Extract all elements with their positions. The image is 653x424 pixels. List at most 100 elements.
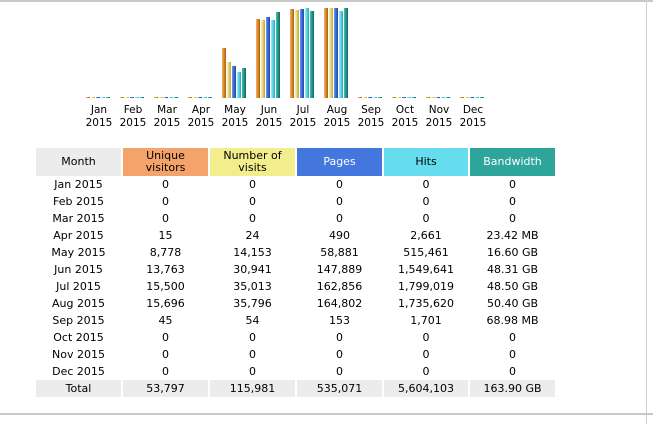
- table-row: Jul 2015 15,500 35,013 162,856 1,799,019 48.5…: [36, 278, 555, 295]
- cell-month: Apr 2015: [53, 229, 104, 242]
- cell-hits: 0: [422, 195, 430, 208]
- bar-may-2015-s1: [227, 62, 231, 98]
- cell-month: Jan 2015: [54, 178, 103, 191]
- cell-pages: 58,881: [320, 246, 359, 259]
- cell-month: Jun 2015: [54, 263, 103, 276]
- month-year: 2015: [391, 117, 419, 129]
- cell-hits: 1,549,641: [398, 263, 454, 276]
- total-visits: 115,981: [210, 380, 295, 397]
- cell-visits: 0: [249, 195, 256, 208]
- bar-may-2015-s2: [232, 66, 236, 98]
- cell-bandwidth: 48.50 GB: [486, 280, 539, 293]
- bar-oct-2015-s1: [397, 97, 401, 98]
- bar-jan-2015-s1: [91, 97, 95, 98]
- month-year: 2015: [289, 117, 317, 129]
- bar-feb-2015-s0: [120, 97, 124, 98]
- bar-oct-2015-s2: [402, 97, 406, 98]
- bar-jun-2015-s3: [271, 20, 275, 98]
- cell-hits: 0: [422, 212, 430, 225]
- monthly-history-chart: [86, 8, 484, 98]
- month-name: Dec: [462, 104, 484, 116]
- bar-jul-2015-s1: [295, 10, 299, 98]
- month-year: 2015: [255, 117, 283, 129]
- cell-visits: 54: [245, 314, 260, 327]
- month-year: 2015: [85, 117, 113, 129]
- bar-nov-2015-s2: [436, 97, 440, 98]
- bar-aug-2015-s3: [339, 11, 343, 98]
- table-header-row: Month Unique visitors Number of visits P…: [36, 148, 555, 176]
- bar-feb-2015-s2: [130, 97, 134, 98]
- total-pages: 535,071: [297, 380, 382, 397]
- table-body: Jan 2015 0 0 0 0 0 Feb 2015 0 0 0 0 0 Mar 2015 0 0 0 0 0 A…: [36, 176, 555, 380]
- bar-jan-2015-s3: [101, 97, 105, 98]
- total-hits: 5,604,103: [384, 380, 468, 397]
- cell-bandwidth: 68.98 MB: [486, 314, 539, 327]
- chart-month-label: Nov 2015: [422, 104, 456, 130]
- bar-apr-2015-s3: [203, 97, 207, 98]
- bar-dec-2015-s1: [465, 97, 469, 98]
- cell-bandwidth: 0: [509, 178, 516, 191]
- chart-month-label: Apr 2015: [184, 104, 218, 130]
- cell-unique-visitors: 15,696: [146, 297, 185, 310]
- cell-visits: 24: [245, 229, 260, 242]
- bar-mar-2015-s1: [159, 97, 163, 98]
- bar-feb-2015-s3: [135, 97, 139, 98]
- cell-pages: 0: [336, 212, 343, 225]
- cell-bandwidth: 0: [509, 212, 516, 225]
- table-row: Oct 2015 0 0 0 0 0: [36, 329, 555, 346]
- bar-feb-2015-s1: [125, 97, 129, 98]
- bar-jun-2015-s0: [256, 19, 260, 98]
- chart-month-label: Aug 2015: [320, 104, 354, 130]
- month-name: Sep: [361, 104, 381, 116]
- cell-hits: 0: [422, 331, 430, 344]
- bar-dec-2015-s0: [460, 97, 464, 98]
- bar-nov-2015-s3: [441, 97, 445, 98]
- table-row: Aug 2015 15,696 35,796 164,802 1,735,620 50.4…: [36, 295, 555, 312]
- chart-month-label: Oct 2015: [388, 104, 422, 130]
- cell-hits: 515,461: [403, 246, 449, 259]
- cell-month: Nov 2015: [52, 348, 105, 361]
- bar-dec-2015-s2: [470, 97, 474, 98]
- header-hits: Hits: [384, 148, 468, 176]
- month-year: 2015: [459, 117, 487, 129]
- table-row: Dec 2015 0 0 0 0 0: [36, 363, 555, 380]
- bar-aug-2015-s4: [344, 8, 348, 98]
- chart-month-label: Dec 2015: [456, 104, 490, 130]
- cell-visits: 0: [249, 178, 256, 191]
- bar-mar-2015-s2: [164, 97, 168, 98]
- cell-visits: 14,153: [233, 246, 272, 259]
- bar-sep-2015-s1: [363, 97, 367, 98]
- bar-aug-2015-s2: [334, 8, 338, 98]
- bar-sep-2015-s3: [373, 97, 377, 98]
- cell-pages: 0: [336, 195, 343, 208]
- chart-month-label: Feb 2015: [116, 104, 150, 130]
- cell-hits: 0: [422, 178, 430, 191]
- cell-unique-visitors: 8,778: [149, 246, 182, 259]
- bar-oct-2015-s4: [412, 97, 416, 98]
- cell-pages: 490: [329, 229, 350, 242]
- cell-visits: 35,796: [233, 297, 272, 310]
- cell-month: Aug 2015: [52, 297, 105, 310]
- table-row: May 2015 8,778 14,153 58,881 515,461 16.60 GB: [36, 244, 555, 261]
- cell-month: Jul 2015: [56, 280, 101, 293]
- bar-dec-2015-s4: [480, 97, 484, 98]
- cell-hits: 1,735,620: [398, 297, 454, 310]
- month-year: 2015: [357, 117, 385, 129]
- bar-mar-2015-s0: [154, 97, 158, 98]
- bar-mar-2015-s4: [174, 97, 178, 98]
- bottom-border: [0, 413, 653, 415]
- header-unique-visitors: Unique visitors: [123, 148, 208, 176]
- cell-month: Sep 2015: [52, 314, 105, 327]
- cell-hits: 1,701: [410, 314, 442, 327]
- bar-jul-2015-s3: [305, 8, 309, 98]
- bar-jun-2015-s4: [276, 12, 280, 98]
- bar-nov-2015-s4: [446, 97, 450, 98]
- chart-month-label: Jan 2015: [82, 104, 116, 130]
- bar-aug-2015-s1: [329, 8, 333, 98]
- table-row: Jan 2015 0 0 0 0 0: [36, 176, 555, 193]
- month-year: 2015: [425, 117, 453, 129]
- bar-jun-2015-s2: [266, 17, 270, 98]
- bar-sep-2015-s0: [358, 97, 362, 98]
- cell-hits: 1,799,019: [398, 280, 454, 293]
- cell-pages: 0: [336, 348, 343, 361]
